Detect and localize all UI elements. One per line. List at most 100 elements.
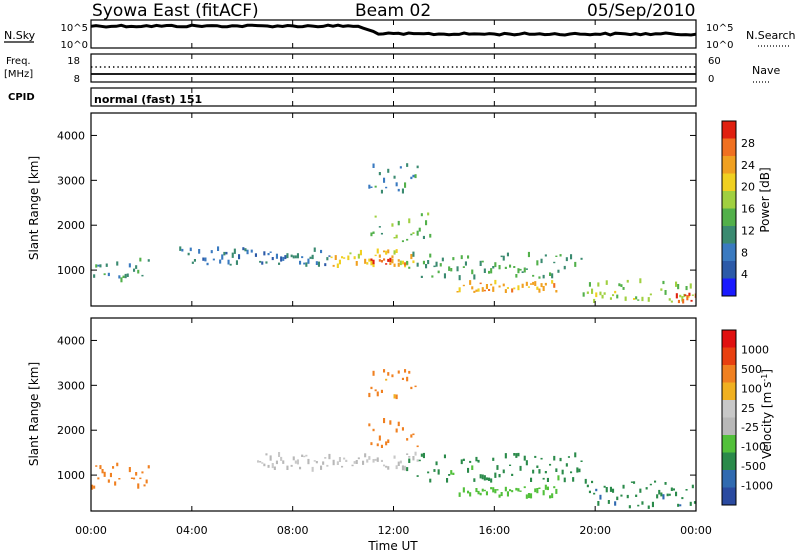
data-cell [462,487,465,493]
y-tick-label: 2000 [57,219,85,232]
data-cell [542,477,545,480]
data-cell [574,261,577,267]
colorbar-swatch [722,470,736,488]
data-cell [130,477,133,479]
data-cell [328,453,331,460]
velocity-panel: 1000 2000 3000 4000 Slant Range [km] 1000 50… [27,317,774,512]
colorbar-tick-label: -100 [741,441,766,454]
data-cell [385,250,388,255]
data-cell [408,218,411,224]
data-cell [368,258,371,262]
x-axis: 00:00 04:00 08:00 12:00 16:00 20:00 00:00 [75,20,712,537]
data-cell [521,283,524,288]
data-cell [483,268,486,273]
data-cell [401,427,404,431]
data-cell [355,261,358,266]
data-cell [313,247,316,252]
y-tick-label: 3000 [57,174,85,187]
data-cell [427,260,430,265]
data-cell [658,489,661,495]
data-cell [387,439,390,443]
data-cell [303,262,306,265]
data-cell [492,286,495,292]
data-cell [145,479,148,484]
data-cell [654,480,657,483]
data-cell [475,289,478,292]
data-cell [141,274,144,277]
data-cell [107,479,110,483]
data-cell [475,488,478,493]
data-cell [93,485,96,489]
data-cell [410,176,413,180]
data-cell [662,494,665,500]
data-cell [467,255,470,259]
data-cell [672,488,675,491]
data-cell [509,464,512,466]
data-cell [406,467,409,472]
data-cell [105,263,108,267]
data-cell [513,453,516,456]
data-cell [372,459,375,463]
colorbar-swatch [722,347,736,366]
data-cell [404,369,407,373]
data-cell [126,273,129,277]
data-cell [473,290,476,293]
data-cell [483,289,486,292]
data-cell [527,251,530,258]
data-cell [538,469,541,474]
data-cell [376,248,379,254]
data-cell [429,478,432,483]
data-cell [416,475,419,477]
nsky-tick-bottom: 10^0 [61,40,88,51]
data-cell [275,460,278,465]
data-cell [675,293,678,299]
data-cell [406,453,409,455]
data-cell [387,249,390,254]
data-cell [422,235,425,239]
data-cell [599,494,602,500]
beam-label: Beam 02 [355,1,431,21]
colorbar-swatch [722,243,736,262]
colorbar-frame [721,329,737,506]
colorbar-tick-label: 25 [741,402,755,415]
data-cell [551,273,554,279]
data-cell [538,487,541,489]
data-cell [557,475,560,481]
data-cell [235,260,238,265]
data-cell [370,258,373,261]
data-cell [406,163,409,167]
data-cell [685,286,688,291]
nsearch-tick-bottom: 10^0 [706,40,733,51]
data-cell [307,458,310,465]
data-cell [416,165,419,169]
data-cell [675,281,678,287]
data-cell [179,246,182,251]
data-cell [422,452,425,459]
data-cell [647,505,650,509]
cpid-label: CPID [8,92,35,103]
data-cell [553,261,556,264]
data-cell [523,267,526,273]
data-cell [458,492,461,497]
data-cell [412,456,415,461]
data-cell [450,470,453,475]
data-cell [397,262,400,267]
data-cell [198,249,201,254]
data-cell [448,266,451,271]
data-cell [257,460,260,463]
data-cell [473,274,476,280]
data-cell [519,268,522,271]
data-cell [193,259,196,262]
data-cell [656,494,659,499]
data-cell [374,215,377,218]
data-cell [332,459,335,466]
data-cell [408,456,411,458]
data-cell [269,251,272,253]
velocity-cells [91,369,696,509]
data-cell [456,291,459,293]
x-tick-label: 20:00 [579,524,611,537]
data-cell [498,474,501,478]
data-cell [691,294,694,296]
data-cell [372,263,375,268]
data-cell [120,277,123,283]
